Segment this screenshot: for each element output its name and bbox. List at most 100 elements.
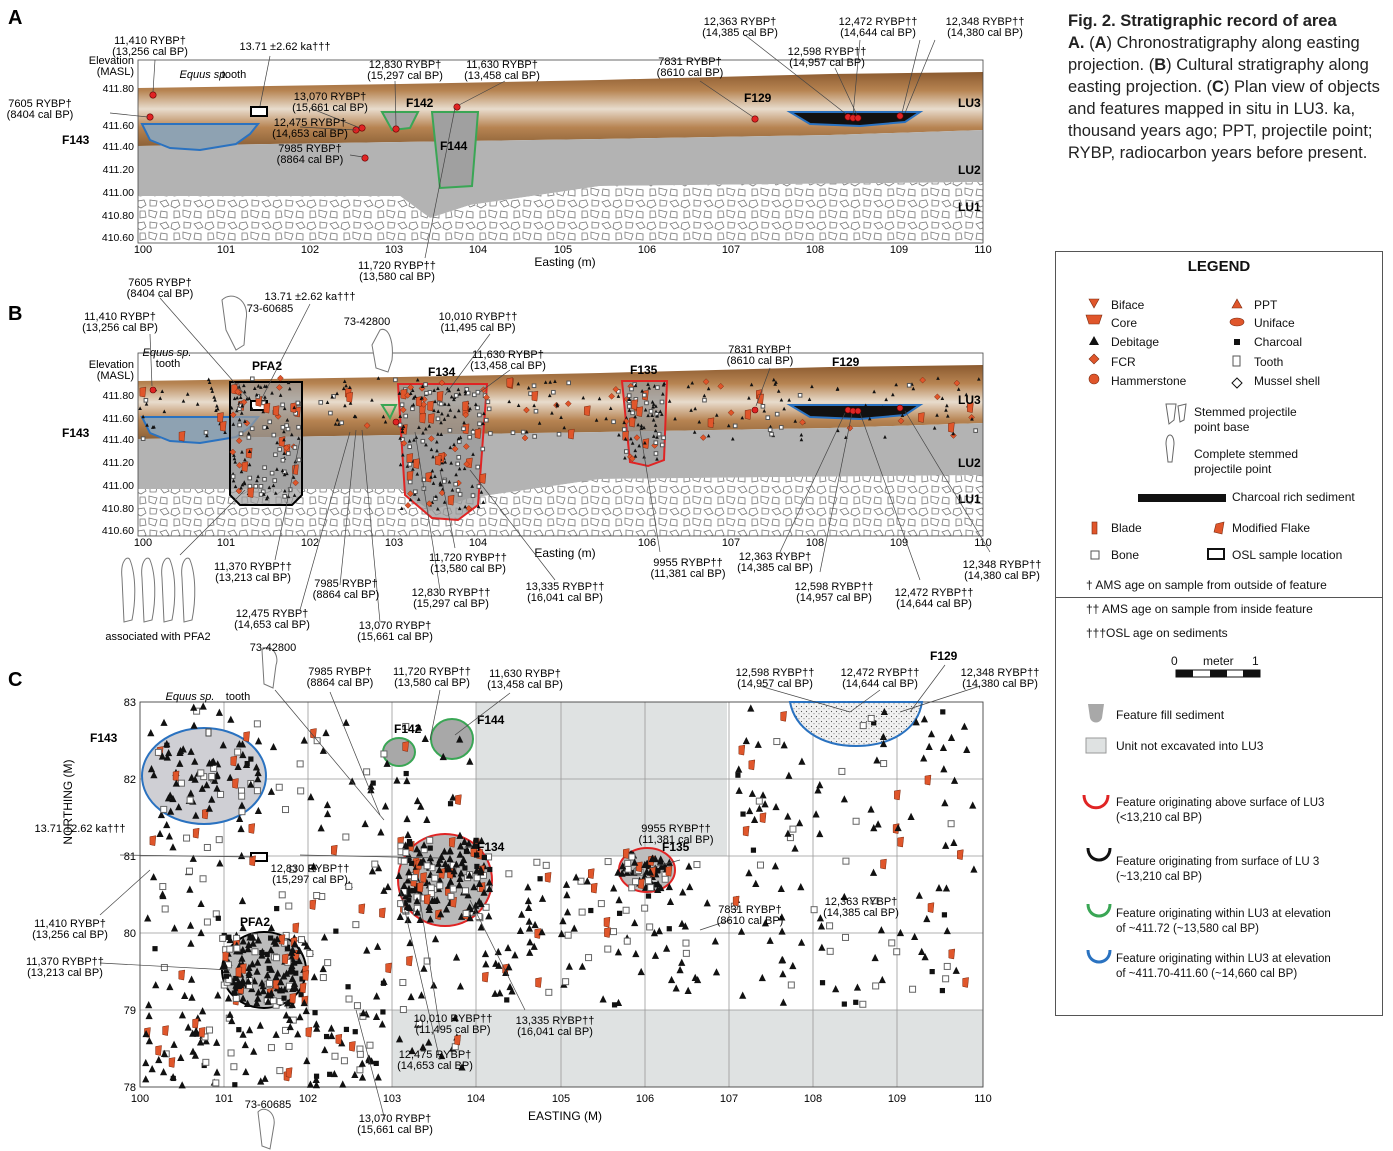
legend-blade: Blade [1111, 521, 1142, 535]
y-ticks-a: 411.80 411.60 411.40 411.20 411.00 410.8… [102, 83, 134, 244]
svg-text:411.40: 411.40 [103, 141, 134, 153]
elevation-unit-a: (MASL) [97, 66, 134, 78]
legend-blue-1: Feature originating within LU3 at elevat… [1116, 953, 1331, 965]
svg-text:F135: F135 [662, 840, 690, 854]
core-icon [1085, 314, 1103, 325]
svg-text:F144: F144 [440, 139, 468, 153]
svg-text:12,363 RYBP†: 12,363 RYBP† [739, 551, 812, 563]
svg-text:104: 104 [469, 244, 487, 256]
svg-text:(14,385 cal BP): (14,385 cal BP) [737, 562, 813, 574]
svg-text:12,475 RYBP†: 12,475 RYBP† [236, 608, 309, 620]
svg-text:83: 83 [124, 697, 136, 709]
svg-text:12,348 RYBP††: 12,348 RYBP†† [946, 16, 1025, 28]
svg-text:(8610 cal BP): (8610 cal BP) [657, 67, 724, 79]
svg-text:411.20: 411.20 [103, 457, 134, 469]
svg-text:411.60: 411.60 [103, 120, 134, 132]
svg-text:12,475 RYBP†: 12,475 RYBP† [399, 1049, 472, 1061]
legend-box-lower: †† AMS age on sample from inside feature… [1055, 598, 1383, 1016]
legend-scale-1: 1 [1252, 654, 1259, 668]
svg-text:100: 100 [131, 1093, 149, 1105]
svg-text:(16,041 cal BP): (16,041 cal BP) [527, 592, 603, 604]
blue-feature-icon [1086, 949, 1112, 964]
svg-text:73-60685: 73-60685 [247, 303, 294, 315]
feature-f142-section-b [380, 404, 398, 421]
svg-text:(11,495 cal BP): (11,495 cal BP) [440, 322, 515, 334]
leaders-b [149, 297, 991, 623]
svg-text:(13,458 cal BP): (13,458 cal BP) [487, 679, 563, 691]
svg-text:(16,041 cal BP): (16,041 cal BP) [517, 1026, 593, 1038]
svg-text:108: 108 [806, 537, 824, 549]
feature-f144-section-a [430, 111, 480, 190]
svg-text:LU1: LU1 [958, 492, 981, 506]
svg-text:13.71 ±2.62 ka†††: 13.71 ±2.62 ka††† [239, 41, 330, 53]
x-ticks-b: 100 101 102 103 104 106 107 108 109 110 [134, 537, 992, 549]
date-labels-c: 73-42800 7985 RYBP†(8864 cal BP) 11,720 … [26, 642, 1039, 1136]
svg-text:12,830 RYBP††: 12,830 RYBP†† [271, 863, 350, 875]
svg-text:(14,385 cal BP): (14,385 cal BP) [823, 907, 899, 919]
svg-text:104: 104 [467, 1093, 485, 1105]
svg-text:13,070 RYBP†: 13,070 RYBP† [359, 620, 432, 632]
svg-text:F142: F142 [406, 96, 434, 110]
svg-text:12,472 RYBP††: 12,472 RYBP†† [841, 667, 920, 679]
legend-red-2: (<13,210 cal BP) [1116, 812, 1202, 824]
svg-text:(14,380 cal BP): (14,380 cal BP) [962, 678, 1038, 690]
scale-bar [1175, 669, 1261, 678]
legend-debitage: Debitage [1111, 335, 1160, 349]
svg-text:80: 80 [124, 928, 136, 940]
svg-text:(8864 cal BP): (8864 cal BP) [277, 154, 344, 166]
plan-y-axis-label: NORTHING (M) [61, 759, 75, 844]
svg-text:F143: F143 [62, 426, 90, 440]
svg-text:73-60685: 73-60685 [245, 1099, 292, 1111]
svg-text:(14,653 cal BP): (14,653 cal BP) [272, 128, 348, 140]
svg-text:(11,381 cal BP): (11,381 cal BP) [638, 834, 713, 846]
legend-charcoal-sediment: Charcoal rich sediment [1232, 490, 1355, 504]
svg-text:12,363 RYBP†: 12,363 RYBP† [825, 896, 898, 908]
svg-text:11,720 RYBP††: 11,720 RYBP†† [358, 260, 436, 272]
svg-text:(13,213 cal BP): (13,213 cal BP) [215, 572, 291, 584]
svg-text:F143: F143 [90, 731, 118, 745]
equus-tooth-word-b: tooth [156, 358, 180, 370]
legend-fcr: FCR [1111, 355, 1136, 369]
svg-text:(14,957 cal BP): (14,957 cal BP) [796, 592, 872, 604]
svg-text:13,070 RYBP†: 13,070 RYBP† [294, 91, 367, 103]
svg-text:110: 110 [974, 537, 992, 549]
legend-footnote-2: †† AMS age on sample from inside feature [1086, 602, 1313, 616]
svg-text:108: 108 [804, 1093, 822, 1105]
svg-text:(8610 cal BP): (8610 cal BP) [717, 915, 784, 927]
svg-text:73-42800: 73-42800 [344, 316, 391, 328]
fill-sediment-icon [1088, 704, 1104, 723]
svg-text:(11,381 cal BP): (11,381 cal BP) [650, 568, 725, 580]
legend-stem-base-1: Stemmed projectile [1194, 405, 1297, 419]
legend-hammerstone: Hammerstone [1111, 374, 1187, 388]
elevation-unit-b: (MASL) [97, 370, 134, 382]
legend-footnote-1: † AMS age on sample from outside of feat… [1086, 578, 1327, 592]
date-labels-a: 11,410 RYBP†(13,256 cal BP) Equus sp. to… [7, 16, 1025, 283]
feature-f142-section-a [380, 111, 420, 132]
panel-c-letter: C [8, 669, 22, 691]
elevation-label-a: Elevation [89, 55, 134, 67]
svg-text:12,348 RYBP††: 12,348 RYBP†† [963, 559, 1042, 571]
svg-text:13,070 RYBP†: 13,070 RYBP† [359, 1113, 432, 1125]
equus-tooth-word-c: tooth [226, 691, 250, 703]
svg-text:(8864 cal BP): (8864 cal BP) [307, 677, 374, 689]
feature-f143-section-a [140, 123, 261, 152]
legend-scale-meter: meter [1203, 654, 1234, 668]
svg-text:LU2: LU2 [958, 163, 981, 177]
svg-text:11,370 RYBP††: 11,370 RYBP†† [214, 561, 292, 573]
unexcavated-icon [1085, 737, 1107, 754]
svg-text:(14,644 cal BP): (14,644 cal BP) [896, 598, 972, 610]
legend-unexcavated: Unit not excavated into LU3 [1116, 739, 1264, 753]
panel-b-letter: B [8, 303, 22, 325]
legend-tooth: Tooth [1254, 355, 1284, 369]
svg-text:(14,957 cal BP): (14,957 cal BP) [737, 678, 813, 690]
plan-x-axis-label: EASTING (M) [528, 1109, 602, 1123]
svg-text:7831 RYBP†: 7831 RYBP† [658, 56, 721, 68]
modified-flake-icon [1213, 521, 1225, 535]
svg-text:101: 101 [217, 244, 235, 256]
svg-text:411.20: 411.20 [103, 164, 134, 176]
svg-text:(14,653 cal BP): (14,653 cal BP) [397, 1060, 473, 1072]
date-labels-b: 11,410 RYBP†(13,256 cal BP) 7605 RYBP†(8… [82, 277, 1041, 643]
svg-text:(11,495 cal BP): (11,495 cal BP) [415, 1024, 490, 1036]
svg-text:100: 100 [134, 244, 152, 256]
x-axis-label-b: Easting (m) [534, 546, 595, 560]
